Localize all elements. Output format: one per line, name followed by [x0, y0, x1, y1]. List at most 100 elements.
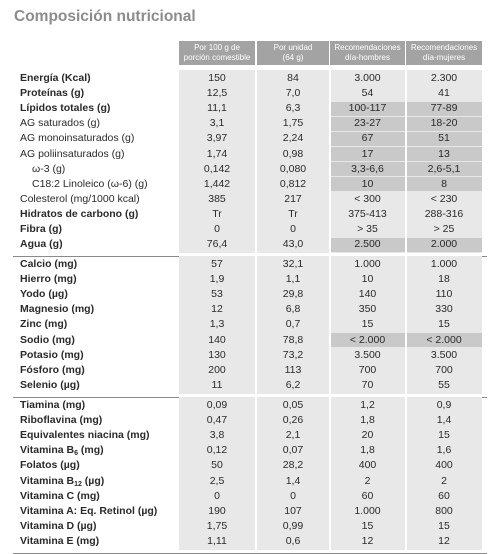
row-value: 17 — [361, 147, 374, 160]
table-row: Magnesio (mg) 12 6,8 350 330 — [0, 302, 489, 317]
row-value: 15 — [438, 519, 450, 532]
row-label-text: Vitamina D (µg) — [20, 519, 97, 532]
row-value: 18-20 — [430, 117, 458, 130]
table-row: C18:2 Linoleico (ω-6) (g) 1,442 0,812 10 8 — [0, 177, 489, 192]
row-label: Calcio (mg) — [20, 257, 77, 272]
row-value: < 2.000 — [349, 333, 386, 346]
table-row: AG monoinsaturados (g) 3,97 2,24 67 51 — [0, 131, 489, 146]
row-value: 78,8 — [282, 333, 304, 346]
row-value: 15 — [361, 519, 374, 532]
row-value: 41 — [438, 87, 450, 100]
table-row: AG poliinsaturados (g) 1,74 0,98 17 13 — [0, 147, 489, 162]
row-value: 0 — [290, 223, 296, 236]
row-value: 140 — [208, 333, 226, 346]
row-value: 107 — [284, 504, 302, 517]
column-header-per-100g: Por 100 g de porción comestible — [179, 41, 255, 65]
table-row: Agua (g) 76,4 43,0 2.500 2.000 — [0, 237, 489, 252]
row-label-unit: (mg) — [77, 444, 104, 457]
row-label-subscript: 12 — [74, 480, 82, 488]
row-value: 70 — [361, 378, 374, 391]
row-value: Tr — [288, 208, 298, 221]
table-row: Fósforo (mg) 200 113 700 700 — [0, 363, 489, 378]
row-value: 190 — [208, 504, 226, 517]
row-value: 0 — [290, 489, 296, 502]
row-value: 1.000 — [430, 258, 458, 270]
row-value: 77-89 — [430, 102, 458, 115]
row-label: Proteínas (g) — [20, 86, 84, 101]
row-value: 1,2 — [360, 399, 375, 411]
column-header-men: Recomendaciones día-hombres — [330, 41, 405, 65]
row-label: Selenio (µg) — [20, 378, 80, 393]
table-row: Tiamina (mg) 0,09 0,05 1,2 0,9 — [0, 398, 489, 413]
table-row: Zinc (mg) 1,3 0,7 15 15 — [0, 317, 489, 332]
row-value: 11,1 — [207, 102, 227, 115]
row-value: 0,99 — [282, 519, 304, 532]
row-value: 1,4 — [285, 474, 301, 487]
row-value: 1,8 — [360, 414, 375, 427]
row-label: Vitamina D (µg) — [20, 519, 96, 534]
row-label: Zinc (mg) — [20, 317, 67, 332]
column-header-line: porción comestible — [183, 53, 251, 62]
row-value: 2.300 — [430, 72, 458, 84]
row-label: Riboflavina (mg) — [20, 413, 102, 428]
table-row: Proteínas (g) 12,5 7,0 54 41 — [0, 86, 489, 101]
row-value: 1,6 — [436, 444, 452, 457]
row-label: AG saturados (g) — [20, 116, 100, 131]
row-value: 11 — [211, 378, 223, 391]
row-value: 0,12 — [206, 444, 228, 457]
row-value: 3,8 — [209, 429, 225, 442]
column-header-line: día-hombres — [345, 53, 390, 62]
row-label-text: Magnesio (mg) — [20, 303, 95, 316]
table-row: Vitamina A: Eq. Retinol (µg) 190 107 1.000 8… — [0, 504, 489, 519]
row-value: > 35 — [357, 223, 378, 236]
row-value: 2 — [364, 474, 371, 487]
row-value: 110 — [435, 288, 453, 301]
row-label: Equivalentes niacina (mg) — [20, 428, 150, 443]
table-row: Calcio (mg) 57 32,1 1.000 1.000 — [0, 257, 489, 272]
row-value: 130 — [208, 348, 226, 361]
row-value: 29,8 — [282, 288, 304, 301]
row-label: Energía (Kcal) — [20, 71, 91, 86]
row-label: Lípidos totales (g) — [20, 101, 110, 116]
row-label: Vitamina C (mg) — [20, 489, 100, 504]
row-value: 10 — [361, 273, 374, 286]
row-value: 2.500 — [354, 238, 381, 251]
row-value: 0,9 — [436, 399, 452, 411]
row-label-text: Vitamina C (mg) — [20, 489, 100, 502]
row-value: 0,6 — [285, 535, 301, 548]
row-label-unit: (µg) — [81, 474, 105, 487]
table-row: Energía (Kcal) 150 84 3.000 2.300 — [0, 71, 489, 86]
row-value: 200 — [208, 363, 226, 376]
row-value: 2,24 — [282, 132, 304, 145]
row-value: 0,812 — [279, 177, 307, 190]
row-value: 0,05 — [282, 399, 304, 411]
row-value: 28,2 — [282, 459, 304, 472]
column-header-women: Recomendaciones día-mujeres — [406, 41, 482, 65]
row-value: 53 — [211, 288, 223, 301]
row-value: Tr — [212, 208, 222, 221]
column-header-line: día-mujeres — [422, 53, 466, 62]
row-label: Hierro (mg) — [20, 272, 77, 287]
row-value: 6,8 — [285, 303, 301, 316]
row-label-text: C18:2 Linoleico (ω-6) (g) — [32, 177, 148, 190]
row-label-text: Tiamina (mg) — [20, 399, 86, 411]
row-value: 1,8 — [360, 444, 375, 457]
row-value: 76,4 — [206, 238, 228, 251]
table-row: Folatos (µg) 50 28,2 400 400 — [0, 458, 489, 473]
row-value: 1,442 — [203, 177, 231, 190]
row-value: < 300 — [354, 192, 381, 205]
row-value: 800 — [435, 504, 453, 517]
table-row: Yodo (µg) 53 29,8 140 110 — [0, 287, 489, 302]
row-label: Fibra (g) — [20, 222, 62, 237]
row-label: Colesterol (mg/1000 kcal) — [20, 192, 140, 207]
row-label-text: Energía (Kcal) — [20, 72, 91, 84]
row-label: Tiamina (mg) — [20, 398, 85, 413]
row-value: 84 — [287, 72, 299, 84]
row-value: < 230 — [430, 192, 458, 205]
row-label: Vitamina B6 (mg) — [20, 443, 104, 458]
row-value: 1.000 — [354, 258, 381, 270]
row-value: 0,080 — [279, 162, 307, 175]
row-label-text: Sodio (mg) — [20, 333, 75, 346]
row-label: Yodo (µg) — [20, 287, 68, 302]
row-label: Vitamina A: Eq. Retinol (µg) — [20, 504, 157, 519]
